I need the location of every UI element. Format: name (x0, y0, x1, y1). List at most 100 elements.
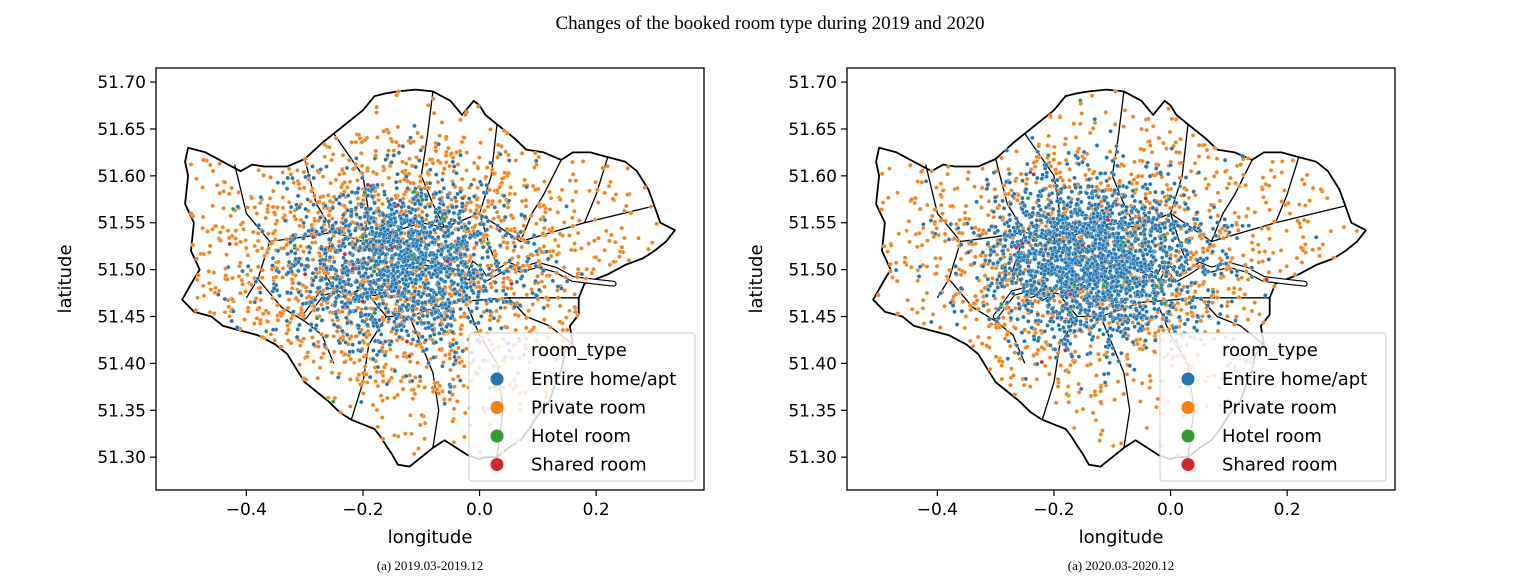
point-entire-home-apt (435, 234, 441, 240)
point-private-room (499, 180, 505, 186)
point-entire-home-apt (421, 306, 427, 311)
point-entire-home-apt (381, 272, 387, 278)
point-entire-home-apt (404, 328, 409, 334)
point-private-room (451, 439, 457, 445)
point-private-room (226, 304, 232, 310)
point-private-room (925, 238, 930, 243)
point-private-room (309, 240, 315, 245)
point-private-room (314, 270, 320, 276)
point-private-room (600, 165, 606, 171)
point-entire-home-apt (288, 239, 293, 245)
point-private-room (1236, 228, 1241, 233)
point-private-room (281, 245, 286, 251)
point-private-room (1071, 359, 1077, 365)
point-private-room (407, 156, 412, 162)
point-private-room (1201, 232, 1206, 237)
point-private-room (1075, 149, 1080, 154)
point-private-room (552, 237, 558, 243)
point-private-room (441, 360, 446, 365)
point-private-room (646, 246, 651, 252)
point-entire-home-apt (384, 381, 390, 387)
point-entire-home-apt (396, 150, 402, 156)
point-private-room (350, 166, 356, 172)
point-entire-home-apt (367, 374, 373, 380)
point-private-room (474, 203, 480, 208)
point-private-room (1224, 185, 1230, 191)
point-entire-home-apt (348, 208, 354, 214)
point-entire-home-apt (295, 193, 301, 199)
point-private-room (888, 269, 893, 274)
point-entire-home-apt (534, 293, 540, 298)
point-private-room (451, 337, 456, 342)
point-private-room (484, 165, 490, 170)
point-entire-home-apt (297, 204, 302, 210)
point-private-room (1139, 381, 1145, 386)
point-private-room (974, 317, 979, 322)
point-private-room (458, 314, 464, 320)
point-entire-home-apt (358, 348, 363, 354)
point-private-room (1000, 359, 1005, 364)
point-private-room (1012, 350, 1018, 355)
point-private-room (355, 178, 360, 183)
point-private-room (957, 290, 962, 295)
point-entire-home-apt (294, 334, 300, 340)
point-entire-home-apt (311, 202, 316, 207)
point-entire-home-apt (440, 177, 445, 183)
point-private-room (362, 364, 368, 369)
point-private-room (990, 276, 995, 281)
point-entire-home-apt (456, 220, 462, 226)
point-private-room (400, 169, 405, 175)
point-private-room (516, 254, 521, 259)
point-private-room (327, 208, 333, 214)
point-private-room (1196, 154, 1202, 159)
point-private-room (400, 159, 405, 165)
point-private-room (1055, 350, 1061, 356)
point-entire-home-apt (512, 304, 517, 310)
point-private-room (512, 191, 518, 197)
point-private-room (248, 268, 254, 273)
point-hotel-room (360, 234, 366, 240)
point-private-room (381, 128, 386, 134)
point-entire-home-apt (334, 284, 340, 289)
point-entire-home-apt (310, 234, 316, 240)
point-private-room (1272, 174, 1277, 180)
point-private-room (443, 160, 449, 165)
point-private-room (474, 197, 480, 202)
point-private-room (986, 335, 992, 340)
point-private-room (1266, 183, 1272, 188)
point-private-room (548, 253, 554, 259)
point-private-room (1215, 213, 1221, 219)
point-entire-home-apt (429, 295, 434, 301)
point-private-room (461, 135, 467, 140)
point-private-room (1024, 181, 1029, 187)
point-entire-home-apt (303, 206, 308, 212)
point-entire-home-apt (391, 267, 396, 273)
point-entire-home-apt (404, 297, 410, 302)
point-hotel-room (323, 333, 329, 339)
point-private-room (925, 202, 930, 208)
point-entire-home-apt (389, 160, 394, 165)
point-private-room (1078, 121, 1083, 127)
point-entire-home-apt (1215, 220, 1220, 225)
point-private-room (579, 246, 584, 251)
point-private-room (477, 284, 482, 290)
point-entire-home-apt (442, 211, 448, 217)
point-entire-home-apt (405, 186, 410, 191)
point-entire-home-apt (533, 158, 539, 164)
point-entire-home-apt (422, 299, 428, 305)
point-private-room (238, 260, 243, 266)
point-entire-home-apt (216, 292, 221, 297)
point-private-room (1279, 170, 1285, 175)
point-private-room (398, 378, 404, 384)
point-entire-home-apt (456, 298, 462, 303)
point-entire-home-apt (480, 214, 485, 219)
point-private-room (505, 240, 510, 246)
point-entire-home-apt (494, 258, 499, 264)
point-entire-home-apt (356, 270, 362, 276)
point-private-room (1232, 210, 1238, 216)
point-entire-home-apt (344, 165, 350, 171)
point-private-room (213, 285, 218, 291)
point-entire-home-apt (506, 198, 512, 204)
point-entire-home-apt (443, 230, 448, 235)
